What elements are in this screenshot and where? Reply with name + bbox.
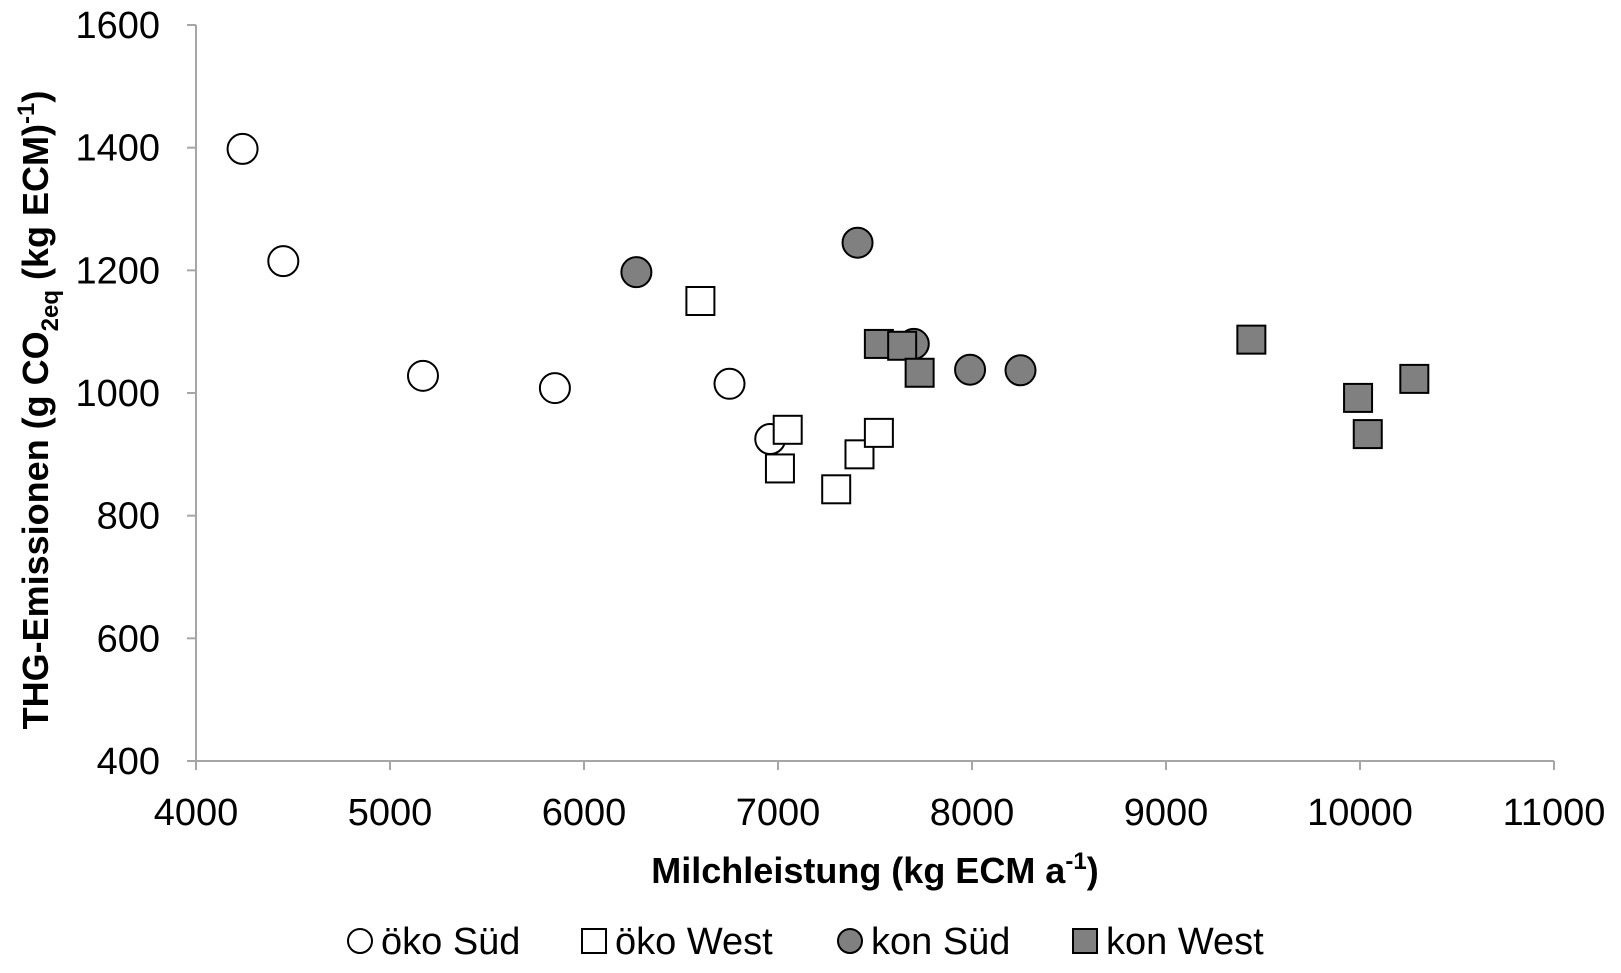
data-point-circle [1004, 354, 1037, 387]
legend-marker-square [581, 928, 607, 954]
data-point-square [1399, 363, 1430, 394]
data-point-circle [226, 132, 259, 165]
data-point-circle [267, 245, 300, 278]
x-tick-label: 9000 [1124, 792, 1209, 834]
legend-label: öko Süd [381, 921, 520, 963]
legend-marker-circle [837, 928, 863, 954]
legend-label: kon Süd [871, 921, 1010, 963]
y-tick-label: 600 [97, 618, 160, 660]
y-axis-title: THG-Emissionen (g CO2eq (kg ECM)-1) [13, 91, 64, 730]
y-tick-label: 1000 [75, 373, 160, 415]
y-axis-title-mid: (kg ECM) [15, 124, 56, 290]
data-point-square [764, 453, 795, 484]
series-3 [863, 324, 1430, 450]
data-point-square [685, 286, 716, 316]
data-point-square [887, 330, 918, 361]
x-tick-label: 6000 [542, 792, 627, 834]
data-point-circle [713, 367, 746, 400]
legend-marker-circle [347, 928, 373, 954]
y-tick-label: 1600 [75, 5, 160, 47]
x-axis-title-main: Milchleistung (kg ECM a [651, 850, 1066, 891]
y-axis-title-sub: 2eq [37, 290, 64, 331]
x-axis-title-sup: -1 [1065, 848, 1086, 875]
y-axis-ticks: 400 600 800 1000 1200 1400 1600 [75, 5, 196, 783]
y-axis-title-main: THG-Emissionen (g CO [15, 331, 56, 729]
data-point-circle [406, 359, 439, 392]
data-point-circle [841, 226, 874, 259]
y-axis-title-end: ) [15, 91, 56, 103]
data-point-square [821, 474, 852, 505]
y-tick-label: 800 [97, 496, 160, 538]
x-tick-label: 10000 [1307, 792, 1413, 834]
x-tick-label: 4000 [154, 792, 239, 834]
x-tick-label: 7000 [736, 792, 821, 834]
data-point-square [1343, 382, 1374, 413]
data-point-circle [620, 256, 653, 289]
data-point-square [863, 417, 894, 448]
data-point-circle [954, 353, 987, 386]
x-axis-title: Milchleistung (kg ECM a-1) [651, 848, 1098, 891]
legend-label: öko West [615, 921, 773, 963]
x-axis-title-end: ) [1087, 850, 1099, 891]
data-point-square [1352, 419, 1383, 450]
y-tick-label: 1400 [75, 128, 160, 170]
data-point-circle [538, 372, 571, 405]
legend-marker-square [1072, 928, 1098, 954]
data-point-square [1236, 324, 1267, 355]
y-tick-label: 1200 [75, 250, 160, 292]
data-points [226, 132, 1430, 505]
data-point-square [772, 414, 803, 445]
x-tick-label: 8000 [930, 792, 1015, 834]
x-tick-label: 5000 [348, 792, 433, 834]
series-1 [685, 286, 894, 505]
x-axis-ticks: 4000 5000 6000 7000 8000 9000 10000 11000 [154, 761, 1606, 834]
y-tick-label: 400 [97, 741, 160, 783]
legend-label: kon West [1106, 921, 1264, 963]
y-axis-title-sup: -1 [13, 103, 40, 124]
data-point-square [904, 357, 935, 388]
legend: öko Süd öko West kon Süd kon West [347, 921, 1264, 963]
x-tick-label: 11000 [1503, 792, 1606, 834]
series-2 [620, 226, 1037, 387]
series-0 [226, 132, 787, 455]
